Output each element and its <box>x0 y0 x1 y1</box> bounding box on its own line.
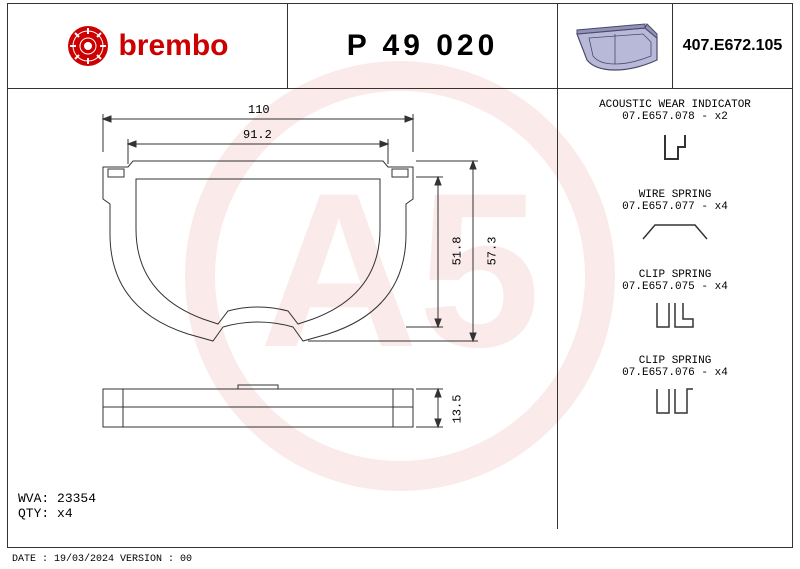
acc-code: 07.E657.076 - x4 <box>564 367 786 379</box>
render-cell <box>558 4 673 89</box>
body-row: 110 91.2 51.8 57.3 13.5 WVA: 23354 QTY: … <box>8 89 792 529</box>
wire-spring-icon <box>635 217 715 247</box>
technical-drawing: 110 91.2 51.8 57.3 13.5 WVA: 23354 QTY: … <box>8 89 558 529</box>
meta-block: WVA: 23354 QTY: x4 <box>18 491 96 521</box>
brembo-disc-icon <box>66 24 110 68</box>
acc-title: CLIP SPRING <box>564 355 786 367</box>
accessories-panel: ACOUSTIC WEAR INDICATOR 07.E657.078 - x2… <box>558 89 792 529</box>
dim-thk: 13.5 <box>450 395 464 424</box>
acc-title: ACOUSTIC WEAR INDICATOR <box>564 99 786 111</box>
brand-cell: brembo <box>8 4 288 89</box>
dim-width: 110 <box>248 103 270 117</box>
datasheet-frame: A5 brembo P 49 020 407.E672.1 <box>7 3 793 548</box>
acc-code: 07.E657.077 - x4 <box>564 201 786 213</box>
dim-h1: 51.8 <box>450 237 464 266</box>
reference-cell: 407.E672.105 <box>673 4 792 89</box>
acc-code: 07.E657.075 - x4 <box>564 281 786 293</box>
header-row: brembo P 49 020 407.E672.105 <box>8 4 792 89</box>
accessory-clip2: CLIP SPRING 07.E657.076 - x4 <box>564 355 786 419</box>
clip-spring-icon <box>645 297 705 333</box>
qty-line: QTY: x4 <box>18 506 96 521</box>
accessory-wire: WIRE SPRING 07.E657.077 - x4 <box>564 189 786 247</box>
dim-inner-width: 91.2 <box>243 128 272 142</box>
acc-title: CLIP SPRING <box>564 269 786 281</box>
acc-title: WIRE SPRING <box>564 189 786 201</box>
part-number-cell: P 49 020 <box>288 4 558 89</box>
clip-spring-icon <box>645 383 705 419</box>
brand-name: brembo <box>118 29 228 63</box>
reference-number: 407.E672.105 <box>683 37 783 55</box>
awi-icon <box>650 127 700 167</box>
wva-line: WVA: 23354 <box>18 491 96 506</box>
part-number: P 49 020 <box>347 29 499 63</box>
drawing-svg <box>8 89 558 489</box>
pad-3d-render <box>565 16 665 76</box>
footer-line: DATE : 19/03/2024 VERSION : 00 <box>12 554 192 565</box>
accessory-awi: ACOUSTIC WEAR INDICATOR 07.E657.078 - x2 <box>564 99 786 167</box>
dim-h2: 57.3 <box>485 237 499 266</box>
acc-code: 07.E657.078 - x2 <box>564 111 786 123</box>
accessory-clip1: CLIP SPRING 07.E657.075 - x4 <box>564 269 786 333</box>
